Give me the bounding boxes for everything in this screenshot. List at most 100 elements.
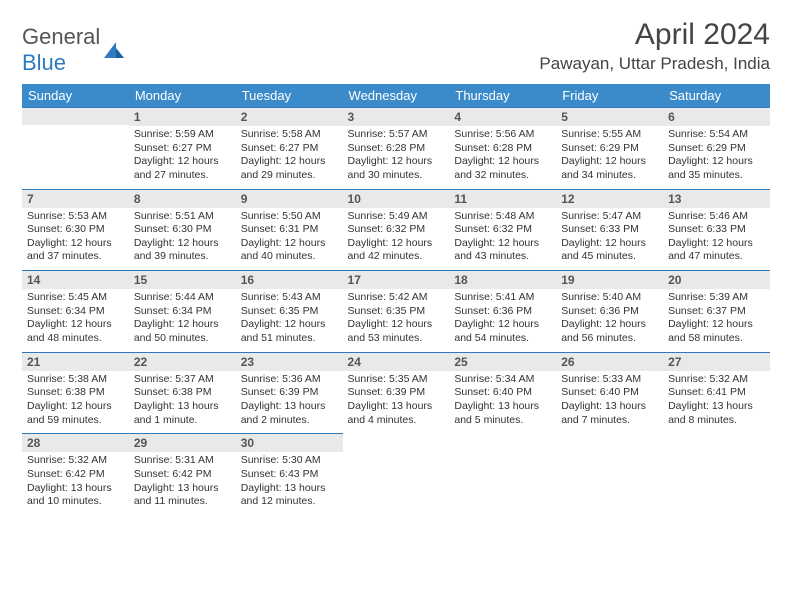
sunset-text: Sunset: 6:30 PM xyxy=(134,223,231,237)
daylight-text: Daylight: 12 hours and 29 minutes. xyxy=(241,155,338,182)
day-number: 1 xyxy=(129,107,236,126)
sunrise-text: Sunrise: 5:58 AM xyxy=(241,128,338,142)
calendar-row: 7 Sunrise: 5:53 AM Sunset: 6:30 PM Daylight… xyxy=(22,189,770,271)
day-number: 18 xyxy=(449,270,556,289)
calendar-cell: 20Sunrise: 5:39 AMSunset: 6:37 PMDayligh… xyxy=(663,270,770,352)
header: General Blue April 2024 Pawayan, Uttar P… xyxy=(22,18,770,76)
day-number: 28 xyxy=(22,433,129,452)
day-body: Sunrise: 5:30 AMSunset: 6:43 PMDaylight:… xyxy=(236,452,343,515)
sunset-text: Sunset: 6:36 PM xyxy=(454,305,551,319)
sunrise-text: Sunrise: 5:47 AM xyxy=(561,210,658,224)
sunrise-text: Sunrise: 5:41 AM xyxy=(454,291,551,305)
day-body: Sunrise: 5:40 AMSunset: 6:36 PMDaylight:… xyxy=(556,289,663,352)
day-number: 10 xyxy=(343,189,450,208)
sunset-text: Sunset: 6:32 PM xyxy=(348,223,445,237)
calendar-cell: 23Sunrise: 5:36 AMSunset: 6:39 PMDayligh… xyxy=(236,352,343,434)
calendar-cell: 2Sunrise: 5:58 AMSunset: 6:27 PMDaylight… xyxy=(236,107,343,189)
day-body: Sunrise: 5:41 AMSunset: 6:36 PMDaylight:… xyxy=(449,289,556,352)
day-number: 22 xyxy=(129,352,236,371)
sunrise-text: Sunrise: 5:48 AM xyxy=(454,210,551,224)
day-number: 14 xyxy=(22,270,129,289)
day-body: Sunrise: 5:43 AMSunset: 6:35 PMDaylight:… xyxy=(236,289,343,352)
daylight-text: Daylight: 13 hours and 8 minutes. xyxy=(668,400,765,427)
day-body: Sunrise: 5:47 AMSunset: 6:33 PMDaylight:… xyxy=(556,208,663,271)
sunrise-text: Sunrise: 5:32 AM xyxy=(27,454,124,468)
daylight-text: Daylight: 12 hours and 50 minutes. xyxy=(134,318,231,345)
daylight-text: Daylight: 13 hours and 7 minutes. xyxy=(561,400,658,427)
sunrise-text: Sunrise: 5:33 AM xyxy=(561,373,658,387)
day-body: Sunrise: 5:44 AMSunset: 6:34 PMDaylight:… xyxy=(129,289,236,352)
weekday-header: Sunday xyxy=(22,84,129,107)
logo-text: General Blue xyxy=(22,24,100,76)
day-body: Sunrise: 5:50 AMSunset: 6:31 PMDaylight:… xyxy=(236,208,343,271)
sunset-text: Sunset: 6:31 PM xyxy=(241,223,338,237)
sunset-text: Sunset: 6:43 PM xyxy=(241,468,338,482)
weekday-header: Tuesday xyxy=(236,84,343,107)
calendar-cell: 3Sunrise: 5:57 AMSunset: 6:28 PMDaylight… xyxy=(343,107,450,189)
daylight-text: Daylight: 13 hours and 4 minutes. xyxy=(348,400,445,427)
day-number: 12 xyxy=(556,189,663,208)
sunrise-text: Sunrise: 5:51 AM xyxy=(134,210,231,224)
calendar-cell: 21Sunrise: 5:38 AMSunset: 6:38 PMDayligh… xyxy=(22,352,129,434)
sunrise-text: Sunrise: 5:40 AM xyxy=(561,291,658,305)
day-number: 7 xyxy=(22,189,129,208)
weekday-header: Friday xyxy=(556,84,663,107)
day-body: Sunrise: 5:36 AMSunset: 6:39 PMDaylight:… xyxy=(236,371,343,434)
sunset-text: Sunset: 6:28 PM xyxy=(454,142,551,156)
sunrise-text: Sunrise: 5:49 AM xyxy=(348,210,445,224)
sunset-text: Sunset: 6:37 PM xyxy=(668,305,765,319)
sunset-text: Sunset: 6:35 PM xyxy=(241,305,338,319)
sunset-text: Sunset: 6:29 PM xyxy=(561,142,658,156)
calendar-cell: 10Sunrise: 5:49 AMSunset: 6:32 PMDayligh… xyxy=(343,189,450,271)
sunset-text: Sunset: 6:32 PM xyxy=(454,223,551,237)
calendar-row: 28 Sunrise: 5:32 AMSunset: 6:42 PM Dayligh… xyxy=(22,433,770,515)
sunrise-text: Sunrise: 5:46 AM xyxy=(668,210,765,224)
calendar-cell: 8Sunrise: 5:51 AMSunset: 6:30 PMDaylight… xyxy=(129,189,236,271)
sunset-text: Sunset: 6:38 PM xyxy=(134,386,231,400)
day-number: 21 xyxy=(22,352,129,371)
sunrise-text: Sunrise: 5:59 AM xyxy=(134,128,231,142)
day-body: Sunrise: 5:57 AMSunset: 6:28 PMDaylight:… xyxy=(343,126,450,189)
weekday-header: Monday xyxy=(129,84,236,107)
sunset-text: Sunset: 6:42 PM xyxy=(27,468,124,482)
calendar-cell: 28Sunrise: 5:32 AMSunset: 6:42 PMDayligh… xyxy=(22,433,129,515)
logo: General Blue xyxy=(22,24,124,76)
day-number: 13 xyxy=(663,189,770,208)
calendar-cell xyxy=(22,107,129,189)
calendar-cell xyxy=(663,433,770,515)
day-number-empty xyxy=(22,107,129,125)
sunrise-text: Sunrise: 5:38 AM xyxy=(27,373,124,387)
calendar-cell xyxy=(556,433,663,515)
day-body: Sunrise: 5:42 AMSunset: 6:35 PMDaylight:… xyxy=(343,289,450,352)
day-body: Sunrise: 5:45 AMSunset: 6:34 PMDaylight:… xyxy=(22,289,129,352)
day-number: 25 xyxy=(449,352,556,371)
daylight-text: Daylight: 13 hours and 12 minutes. xyxy=(241,482,338,509)
calendar-cell: 17Sunrise: 5:42 AMSunset: 6:35 PMDayligh… xyxy=(343,270,450,352)
day-body: Sunrise: 5:58 AMSunset: 6:27 PMDaylight:… xyxy=(236,126,343,189)
day-body: Sunrise: 5:48 AMSunset: 6:32 PMDaylight:… xyxy=(449,208,556,271)
sunrise-text: Sunrise: 5:53 AM xyxy=(27,210,124,224)
daylight-text: Daylight: 12 hours and 56 minutes. xyxy=(561,318,658,345)
daylight-text: Daylight: 13 hours and 5 minutes. xyxy=(454,400,551,427)
day-body: Sunrise: 5:46 AMSunset: 6:33 PMDaylight:… xyxy=(663,208,770,271)
calendar-cell: 26Sunrise: 5:33 AMSunset: 6:40 PMDayligh… xyxy=(556,352,663,434)
day-number: 4 xyxy=(449,107,556,126)
daylight-text: Daylight: 12 hours and 47 minutes. xyxy=(668,237,765,264)
day-number: 9 xyxy=(236,189,343,208)
sunset-text: Sunset: 6:27 PM xyxy=(134,142,231,156)
calendar-cell: 15Sunrise: 5:44 AMSunset: 6:34 PMDayligh… xyxy=(129,270,236,352)
sunrise-text: Sunrise: 5:57 AM xyxy=(348,128,445,142)
logo-word-gray: General xyxy=(22,24,100,49)
sunrise-text: Sunrise: 5:50 AM xyxy=(241,210,338,224)
daylight-text: Daylight: 13 hours and 2 minutes. xyxy=(241,400,338,427)
day-body: Sunrise: 5:38 AMSunset: 6:38 PMDaylight:… xyxy=(22,371,129,434)
sunrise-text: Sunrise: 5:56 AM xyxy=(454,128,551,142)
calendar-cell: 18Sunrise: 5:41 AMSunset: 6:36 PMDayligh… xyxy=(449,270,556,352)
day-body: Sunrise: 5:37 AMSunset: 6:38 PMDaylight:… xyxy=(129,371,236,434)
day-body: Sunrise: 5:59 AMSunset: 6:27 PMDaylight:… xyxy=(129,126,236,189)
day-number: 3 xyxy=(343,107,450,126)
sunrise-text: Sunrise: 5:37 AM xyxy=(134,373,231,387)
calendar-cell: 12Sunrise: 5:47 AMSunset: 6:33 PMDayligh… xyxy=(556,189,663,271)
day-body: Sunrise: 5:39 AMSunset: 6:37 PMDaylight:… xyxy=(663,289,770,352)
daylight-text: Daylight: 12 hours and 54 minutes. xyxy=(454,318,551,345)
